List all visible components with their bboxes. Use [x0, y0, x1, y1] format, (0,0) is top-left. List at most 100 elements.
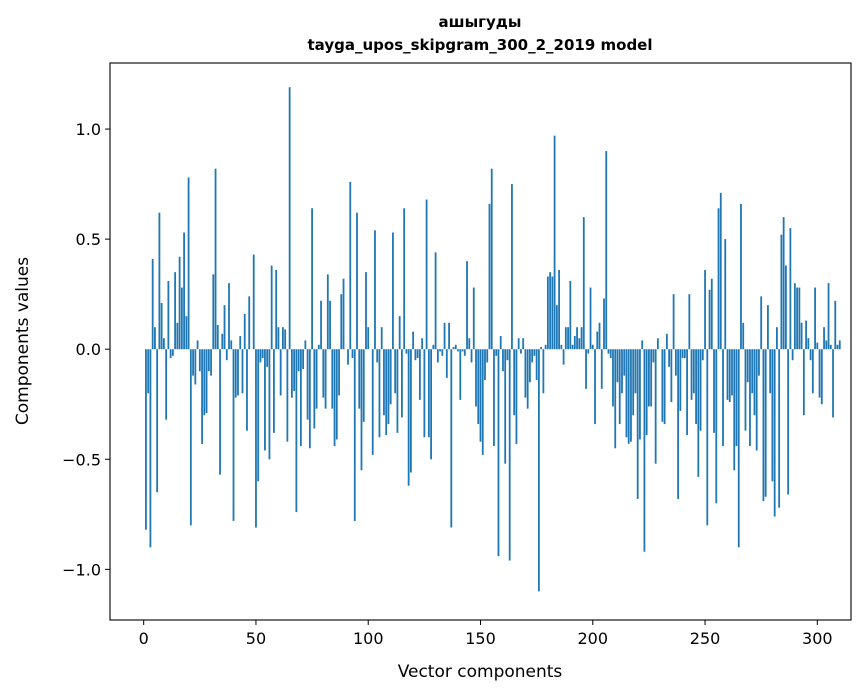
- bar: [816, 342, 819, 350]
- bar: [553, 135, 556, 350]
- bar: [479, 349, 482, 442]
- bar: [782, 217, 785, 350]
- bar: [609, 349, 612, 359]
- bar: [457, 349, 459, 352]
- bar: [517, 338, 520, 350]
- bar: [288, 87, 291, 350]
- bar: [829, 344, 832, 350]
- bar: [677, 349, 679, 499]
- bar: [306, 349, 309, 420]
- bar: [421, 338, 424, 350]
- bar: [650, 349, 653, 407]
- bar: [174, 272, 177, 350]
- bar: [558, 269, 560, 350]
- bar: [753, 349, 756, 416]
- bar: [461, 349, 464, 352]
- bar: [171, 349, 174, 356]
- bar: [279, 349, 282, 396]
- bar: [481, 349, 484, 455]
- bar: [169, 349, 172, 359]
- bar: [214, 168, 217, 350]
- bar: [542, 349, 545, 394]
- bar: [331, 349, 334, 409]
- bar: [776, 327, 778, 350]
- bar: [326, 274, 329, 350]
- bar: [621, 349, 623, 394]
- bar: [367, 327, 370, 350]
- x-tick-label: 250: [690, 629, 721, 648]
- bar: [427, 349, 430, 438]
- bar: [371, 349, 374, 455]
- bar: [746, 349, 749, 383]
- bar: [823, 327, 825, 350]
- bar: [259, 349, 262, 363]
- bar: [365, 272, 367, 350]
- bar: [284, 329, 287, 350]
- bar: [555, 305, 558, 350]
- bar: [205, 349, 208, 414]
- bar: [793, 283, 796, 350]
- bar: [210, 349, 212, 376]
- bar: [573, 336, 576, 350]
- bar: [796, 287, 799, 350]
- bar: [484, 349, 486, 381]
- bar: [374, 230, 376, 350]
- bar: [176, 322, 179, 350]
- bar: [351, 349, 354, 359]
- bar: [257, 349, 260, 482]
- bar: [304, 340, 307, 350]
- bar: [580, 327, 583, 350]
- bar: [731, 349, 733, 396]
- bar: [149, 349, 152, 548]
- bar: [713, 349, 715, 433]
- bar: [832, 349, 834, 418]
- bar: [809, 349, 812, 361]
- bar: [780, 234, 783, 350]
- bar: [567, 327, 569, 350]
- bar: [450, 349, 453, 528]
- bar: [722, 349, 724, 447]
- bar: [737, 349, 740, 548]
- bar: [452, 347, 455, 350]
- y-axis: −1.0 −0.5 0.0 0.5 1.0: [62, 120, 110, 579]
- bar: [522, 338, 525, 350]
- bar: [162, 338, 165, 350]
- bar: [472, 287, 475, 350]
- bar: [286, 349, 289, 442]
- bar: [439, 349, 441, 352]
- bar: [282, 327, 284, 350]
- bar: [441, 349, 444, 356]
- bar: [342, 278, 345, 350]
- bar: [762, 349, 765, 502]
- bar: [389, 349, 392, 405]
- bar: [625, 349, 628, 438]
- bar: [463, 349, 466, 356]
- bar: [663, 349, 666, 425]
- bar: [425, 199, 428, 350]
- bar: [167, 280, 170, 350]
- bar: [551, 276, 554, 350]
- bar: [594, 349, 596, 425]
- bar: [728, 349, 731, 403]
- bar: [187, 177, 190, 350]
- chart-title: ашыгуды: [439, 13, 522, 31]
- bar: [264, 349, 266, 451]
- bar: [412, 331, 415, 350]
- bar: [196, 340, 199, 350]
- bar: [156, 349, 159, 493]
- bar: [771, 349, 774, 482]
- bar: [533, 349, 536, 356]
- bar: [243, 313, 246, 350]
- bar: [825, 340, 828, 350]
- bar: [430, 349, 432, 460]
- plot-frame: [109, 62, 852, 621]
- bar: [535, 349, 538, 381]
- bar: [791, 349, 794, 361]
- bar: [578, 338, 581, 350]
- bar: [724, 239, 727, 350]
- bar: [564, 327, 567, 350]
- bar: [838, 340, 841, 350]
- bar: [614, 349, 617, 449]
- bar: [773, 349, 776, 517]
- bar: [194, 349, 197, 385]
